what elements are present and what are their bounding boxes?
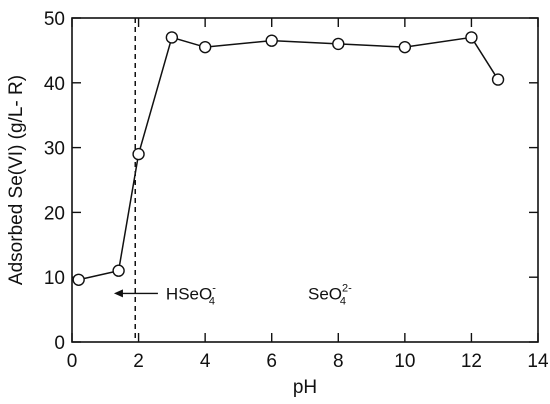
data-point [465,31,478,44]
data-point [491,73,505,86]
y-tick-label: 30 [44,139,65,160]
y-tick-label: 0 [54,333,65,354]
data-point [165,31,179,44]
x-tick-label: 10 [394,351,415,372]
hseo4-subscript: 4 [209,295,215,307]
hseo4-label: HSeO-4 [166,282,216,307]
data-point [265,34,278,47]
x-axis-title: pH [293,377,317,398]
y-tick-label: 10 [44,268,65,289]
data-point [112,264,125,277]
seo4-subscript: 4 [340,295,346,307]
data-point [198,40,212,54]
seo4-charge: 2- [342,282,352,294]
hseo4-charge: - [212,282,216,294]
x-tick-label: 8 [333,351,344,372]
x-tick-label: 0 [67,351,78,372]
seo4-annotation: SeO2-4 [308,282,352,307]
data-series [72,31,505,286]
data-point [398,40,412,54]
x-tick-label: 14 [527,351,549,372]
y-tick-label: 50 [44,9,65,30]
x-tick-label: 2 [133,351,144,372]
data-point [72,273,85,286]
plot-frame [71,17,539,343]
x-tick-label: 4 [200,351,211,372]
y-tick-label: 40 [44,74,65,95]
hseo4-annotation: HSeO-4 [113,282,216,307]
y-axis-title: Adsorbed Se(VI) (g/L- R) [6,75,27,285]
series-line [78,36,499,281]
data-point [332,37,345,51]
seo4-label: SeO2-4 [308,282,352,307]
hseo4-text: HSeO [166,284,212,303]
x-tick-label: 6 [266,351,277,372]
x-tick-label: 12 [461,351,482,372]
seo4-text: SeO [308,284,342,303]
axis-ticks: 0 2 4 6 8 10 12 14 0 10 20 30 40 50 [44,9,549,372]
y-tick-label: 20 [44,203,65,224]
arrow-head-icon [113,289,123,298]
data-point [132,147,145,161]
